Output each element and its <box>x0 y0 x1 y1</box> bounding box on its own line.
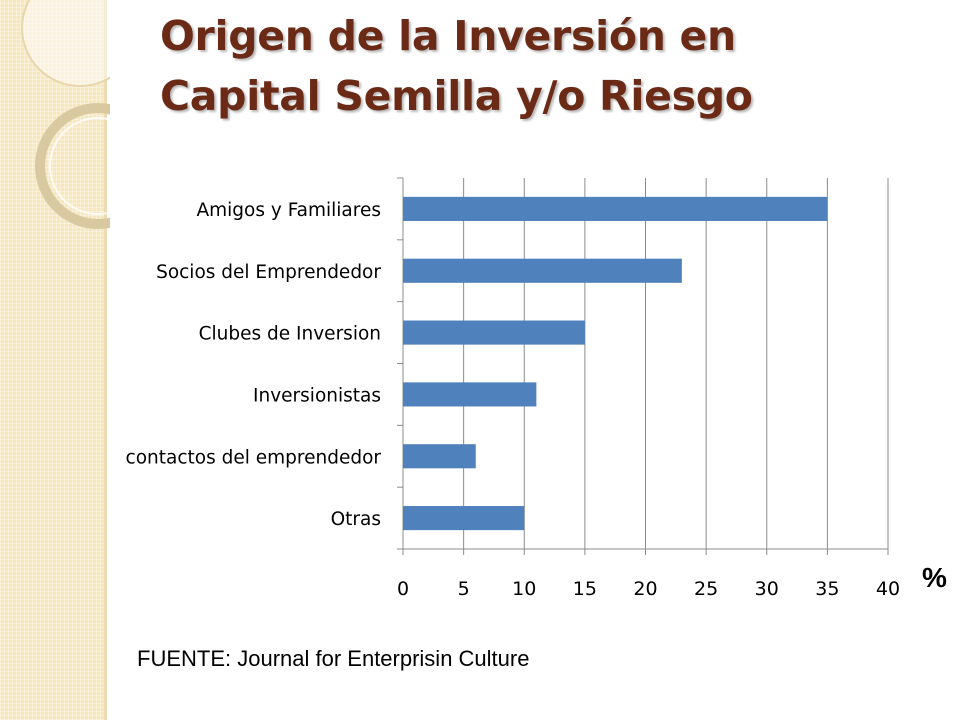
x-tick-label-30: 30 <box>755 578 779 600</box>
x-axis-unit-label: % <box>922 562 947 593</box>
category-label-3: Inversionistas <box>253 385 381 406</box>
bar-0 <box>403 196 828 221</box>
bar-chart: 0 5 10 15 20 25 30 35 40 Amigos y Familiares Socio… <box>126 177 900 600</box>
x-tick-label-5: 5 <box>458 578 470 600</box>
bar-1 <box>403 258 682 283</box>
side-band-edge <box>104 0 107 720</box>
slide-title-line-1: Origen de la Inversión en <box>160 12 736 60</box>
category-label-0: Amigos y Familiares <box>196 200 381 221</box>
bar-3 <box>403 382 537 407</box>
category-label-2: Clubes de Inversion <box>199 324 381 345</box>
category-label-5: Otras <box>331 509 381 530</box>
decorative-circles <box>21 0 110 229</box>
category-label-1: Socios del Emprendedor <box>156 262 381 283</box>
x-tick-label-20: 20 <box>633 578 657 600</box>
slide-title: Origen de la Inversión en Capital Semill… <box>160 6 940 126</box>
x-tick-label-15: 15 <box>573 578 597 600</box>
x-tick-label-40: 40 <box>876 578 900 600</box>
x-tick-label-35: 35 <box>815 578 839 600</box>
bar-5 <box>403 506 525 531</box>
category-label-4: contactos del emprendedor <box>126 447 382 468</box>
x-tick-label-25: 25 <box>694 578 718 600</box>
bar-4 <box>403 444 476 469</box>
bar-2 <box>403 320 585 345</box>
slide-title-line-2: Capital Semilla y/o Riesgo <box>160 72 753 120</box>
x-tick-label-0: 0 <box>397 578 409 600</box>
x-tick-label-10: 10 <box>512 578 536 600</box>
source-note: FUENTE: Journal for Enterprisin Culture <box>137 646 530 671</box>
